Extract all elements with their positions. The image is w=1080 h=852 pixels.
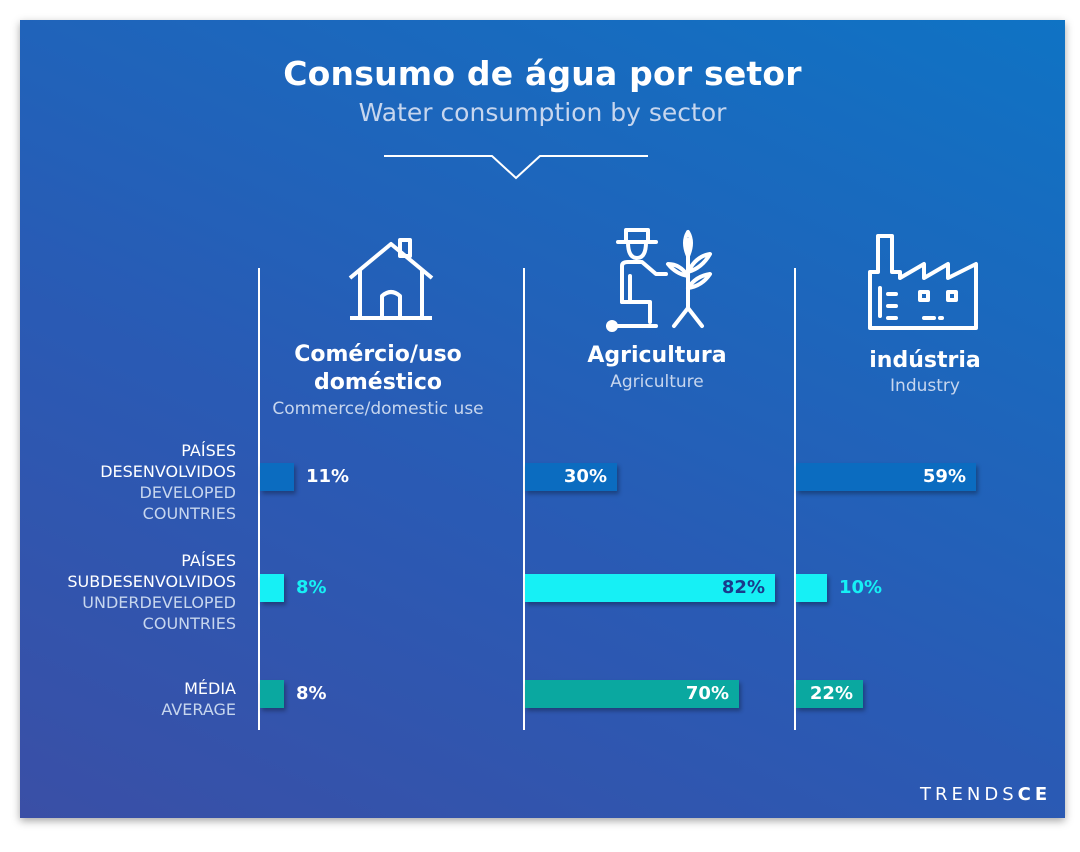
farmer-icon [606, 228, 712, 332]
bar-commerce-average [260, 680, 284, 708]
column-divider-agriculture [523, 268, 525, 730]
sector-subtitle-agriculture: Agriculture [610, 372, 704, 392]
bar-agriculture-developed [525, 463, 617, 491]
row-label-developed-en1: DEVELOPED [139, 483, 237, 502]
bar-label-agriculture-developed: 30% [563, 466, 607, 487]
column-divider-industry [794, 268, 796, 730]
sector-title-agriculture: Agricultura [587, 343, 727, 368]
bar-industry-average [796, 680, 863, 708]
bar-commerce-underdeveloped [260, 574, 284, 602]
infographic-card: Consumo de água por setor Water consumpt… [20, 20, 1065, 818]
row-label-developed: PAÍSES DESENVOLVIDOS DEVELOPED COUNTRIES [100, 440, 236, 524]
bar-agriculture-average [525, 680, 739, 708]
trendsce-logo: TRENDSCE [920, 784, 1051, 805]
sector-subtitle-commerce: Commerce/domestic use [272, 399, 484, 419]
sector-title-commerce-line2: doméstico [313, 370, 442, 395]
row-label-underdeveloped-en1: UNDERDEVELOPED [82, 593, 236, 612]
bar-label-commerce-underdeveloped: 8% [296, 577, 327, 598]
row-label-underdeveloped-pt1: PAÍSES [181, 551, 236, 570]
bar-label-commerce-developed: 11% [306, 466, 350, 487]
logo-text-light: TRENDS [920, 784, 1018, 805]
bar-commerce-developed [260, 463, 294, 491]
row-label-developed-pt1: PAÍSES [181, 441, 236, 460]
row-label-average-pt1: MÉDIA [184, 679, 236, 698]
row-label-underdeveloped: PAÍSES SUBDESENVOLVIDOS UNDERDEVELOPED C… [67, 550, 236, 634]
sector-subtitle-industry: Industry [890, 376, 960, 396]
logo-text-bold: CE [1017, 784, 1052, 805]
row-label-underdeveloped-en2: COUNTRIES [142, 614, 236, 633]
bar-industry-developed [796, 463, 976, 491]
sector-title-industry: indústria [869, 348, 981, 373]
bar-agriculture-underdeveloped [525, 574, 775, 602]
row-label-underdeveloped-pt2: SUBDESENVOLVIDOS [67, 572, 236, 591]
column-divider-commerce [258, 268, 260, 730]
row-label-developed-pt2: DESENVOLVIDOS [100, 462, 236, 481]
bar-label-commerce-average: 8% [296, 683, 327, 704]
row-label-average: MÉDIA AVERAGE [161, 678, 236, 720]
bar-label-industry-underdeveloped: 10% [839, 577, 883, 598]
chart-title: Consumo de água por setor [283, 54, 802, 93]
bar-industry-underdeveloped [796, 574, 827, 602]
sector-title-commerce-line1: Comércio/uso [294, 342, 462, 367]
bar-label-agriculture-underdeveloped: 82% [721, 577, 765, 598]
row-label-average-en1: AVERAGE [161, 700, 236, 719]
factory-icon [868, 234, 978, 330]
chart-subtitle: Water consumption by sector [358, 98, 727, 127]
bar-label-industry-average: 22% [809, 683, 853, 704]
house-icon [348, 238, 434, 320]
chevron-divider [384, 155, 648, 180]
bar-label-agriculture-average: 70% [685, 683, 729, 704]
bar-label-industry-developed: 59% [922, 466, 966, 487]
row-label-developed-en2: COUNTRIES [142, 504, 236, 523]
sector-title-commerce: Comércio/uso doméstico [270, 341, 486, 397]
